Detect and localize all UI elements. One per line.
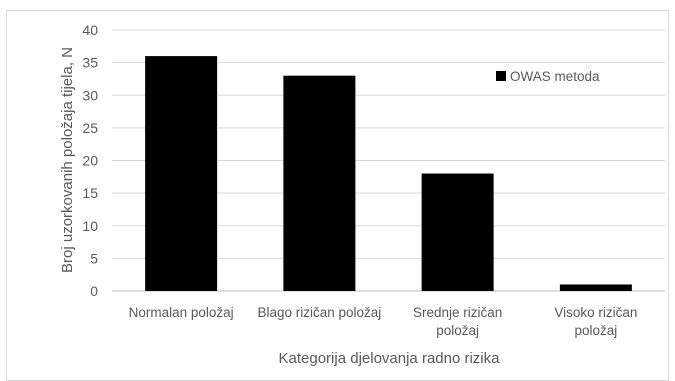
x-category-label: Blago rizičan položaj: [257, 305, 381, 320]
legend-label: OWAS metoda: [510, 69, 600, 84]
x-category-label: Visoko rizičan položaj: [554, 305, 637, 338]
y-tick-label: 40: [82, 22, 98, 38]
legend: OWAS metoda: [496, 69, 600, 84]
x-axis-title: Kategorija djelovanja radno rizika: [279, 350, 501, 367]
y-axis-title: Broj uzorkovanih položaja tijela, N: [59, 47, 76, 273]
bar: [283, 75, 356, 291]
y-tick-label: 35: [82, 55, 98, 71]
y-tick-label: 25: [82, 120, 98, 136]
x-category-label-line: položaj: [436, 323, 479, 338]
x-category-label-line: Blago rizičan položaj: [257, 305, 381, 320]
y-tick-label: 30: [82, 87, 98, 103]
legend-swatch: [496, 71, 506, 81]
x-category-label-line: položaj: [574, 323, 617, 338]
bars: [145, 56, 632, 291]
bar: [421, 173, 494, 291]
y-tick-label: 5: [90, 250, 98, 266]
x-category-label: Normalan položaj: [129, 305, 234, 320]
y-tick-label: 20: [82, 153, 98, 169]
x-category-label: Srednje rizičan položaj: [413, 305, 502, 338]
x-category-labels: Normalan položaj Blago rizičan položaj Sre…: [129, 305, 638, 338]
bar: [145, 56, 218, 291]
y-tick-label: 15: [82, 185, 98, 201]
x-category-label-line: Normalan položaj: [129, 305, 234, 320]
y-tick-label: 10: [82, 218, 98, 234]
x-category-label-line: Visoko rizičan: [554, 305, 637, 320]
x-category-label-line: Srednje rizičan: [413, 305, 502, 320]
bar: [559, 284, 632, 291]
y-tick-label: 0: [90, 283, 98, 299]
y-tick-labels: 0 5 10 15 20 25 30 35 40: [82, 22, 98, 299]
